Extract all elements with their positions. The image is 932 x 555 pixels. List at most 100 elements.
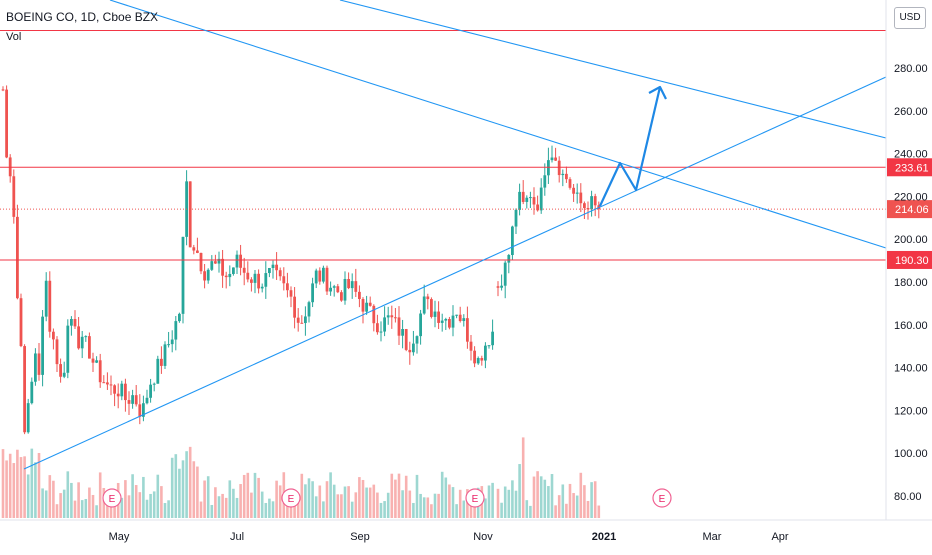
candle-body (73, 319, 77, 327)
candle-body (188, 181, 192, 248)
volume-bar (210, 504, 214, 518)
candle-body (579, 192, 583, 204)
candle-body (521, 191, 525, 202)
volume-bar (458, 489, 462, 518)
y-tick-label: 80.00 (894, 491, 922, 503)
y-tick-label: 180.00 (894, 277, 928, 289)
volume-bar (336, 494, 340, 518)
projection-arrow (599, 86, 662, 207)
candle-body (358, 291, 361, 300)
volume-bar (149, 493, 152, 518)
candle-body (102, 382, 106, 384)
volume-bar (404, 475, 408, 518)
volume-bar (106, 504, 109, 518)
candle-body (394, 317, 397, 319)
last-price-tag (887, 200, 932, 219)
candle-body (500, 285, 503, 288)
earnings-marker (652, 488, 672, 508)
volume-bar (539, 476, 543, 518)
candle-body (253, 273, 257, 283)
x-tick-label: 2021 (592, 531, 616, 543)
volume-bar (134, 485, 138, 518)
volume-bar (232, 488, 235, 518)
candle-body (296, 317, 300, 323)
volume-bar (521, 437, 525, 518)
volume-bar (536, 471, 539, 518)
volume-label[interactable]: Vol (6, 31, 22, 43)
level-price-label: 233.61 (895, 162, 929, 174)
volume-bar (361, 479, 365, 518)
volume-bar (55, 504, 59, 518)
candle-body (224, 275, 228, 278)
candle-body (52, 331, 55, 340)
x-tick-label: May (109, 531, 130, 543)
volume-bar (554, 505, 557, 518)
candle-body (23, 346, 26, 433)
volume-bar (408, 490, 412, 518)
volume-bar (590, 482, 593, 518)
earnings-marker-label: E (472, 494, 479, 505)
candle-body (458, 314, 462, 322)
currency-button[interactable]: USD (894, 7, 926, 29)
horizontal-levels: 233.61 190.30 214.06 (0, 30, 932, 269)
candle-body (59, 364, 62, 377)
candle-body (221, 258, 224, 276)
candle-body (554, 157, 557, 161)
candle-body (372, 305, 376, 324)
candle-body (34, 353, 37, 382)
candle-body (433, 311, 437, 317)
volume-bar (192, 461, 196, 518)
volume-bar (383, 501, 386, 518)
candle-body (210, 261, 214, 270)
volume-bar (448, 484, 451, 518)
candle-body (70, 319, 73, 326)
level-price-label: 190.30 (895, 255, 929, 267)
candle-body (239, 254, 242, 268)
volume-bar (278, 485, 282, 518)
y-tick-label: 140.00 (894, 363, 928, 375)
volume-bar (127, 495, 131, 518)
volume-bar (332, 484, 336, 518)
volume-bar (347, 486, 350, 518)
candle-body (66, 325, 70, 373)
volume-bar (529, 505, 532, 518)
volume-bar (397, 473, 401, 518)
candle-body (491, 331, 494, 346)
volume-bar (318, 485, 322, 518)
x-tick-label: Sep (350, 531, 370, 543)
candle-body (583, 203, 586, 209)
volume-bar (30, 448, 34, 518)
symbol-title[interactable]: BOEING CO, 1D, Cboe BZX (6, 10, 159, 24)
candle-body (5, 89, 8, 158)
volume-bar (37, 452, 41, 518)
candle-body (48, 280, 52, 332)
earnings-marker (281, 488, 301, 508)
candle-body (242, 267, 246, 273)
volume-bar (322, 501, 325, 518)
volume-bar (376, 492, 379, 518)
candle-body (543, 175, 547, 188)
volume-bar (160, 486, 163, 518)
last-price-label: 214.06 (895, 204, 929, 216)
volume-bar (131, 474, 134, 518)
volume-bar (565, 503, 568, 518)
volume-bar (390, 473, 394, 518)
candle-body (354, 281, 358, 292)
volume-bar (91, 494, 95, 518)
candle-body (109, 384, 113, 386)
candle-body (127, 400, 131, 404)
trend-lines (23, 0, 887, 470)
volume-bar (221, 493, 224, 518)
volume-bar (307, 478, 311, 518)
volume-bar (314, 496, 318, 518)
volume-bar (88, 487, 91, 518)
candle-body (440, 320, 444, 323)
candle-body (426, 296, 430, 300)
candle-body (88, 336, 91, 359)
volume-bar (543, 479, 547, 518)
candle-body (250, 279, 253, 283)
volume-bar (365, 487, 368, 518)
candle-body (507, 255, 511, 263)
